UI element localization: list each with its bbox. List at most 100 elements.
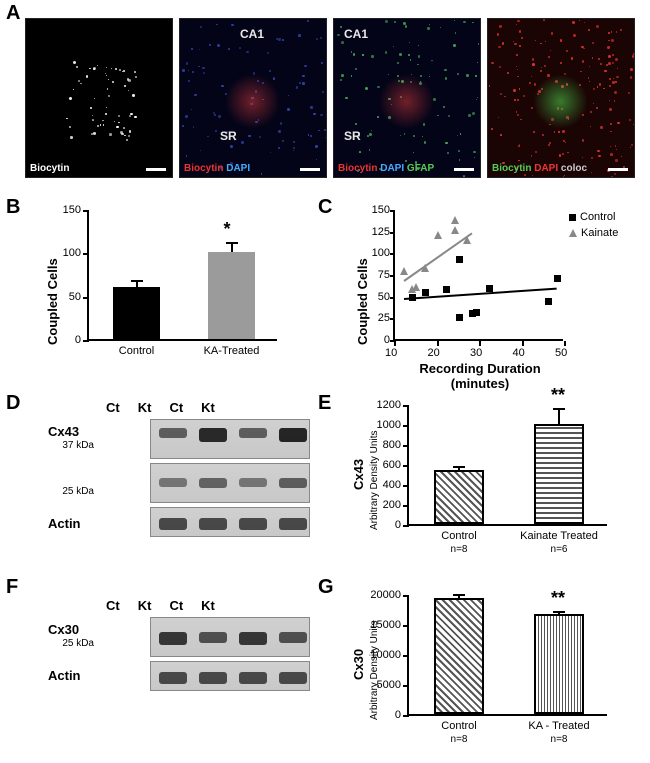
bar — [534, 424, 584, 524]
blot-band — [279, 672, 307, 684]
ytick-label: 15000 — [361, 619, 401, 631]
chart-e: Cx43 Arbitrary Density Units 02004006008… — [345, 400, 645, 570]
lane-label: Ct — [106, 598, 120, 613]
panel-label-e: E — [318, 392, 331, 415]
blot-band — [279, 428, 307, 442]
blot-band — [159, 672, 187, 684]
ytick-label: 1200 — [361, 399, 401, 411]
xtick-label: 10 — [385, 347, 397, 359]
error-bar — [231, 242, 233, 252]
ytick-label: 0 — [361, 519, 401, 531]
scale-bar — [454, 168, 474, 171]
ytick-label: 150 — [360, 204, 390, 216]
category-label: Control — [414, 530, 504, 542]
scatter-point-kainate — [400, 267, 408, 275]
panel-label-b: B — [6, 196, 20, 219]
legend-label: Control — [580, 211, 615, 223]
mw-label: 25 kDa — [50, 486, 94, 497]
bar — [208, 252, 256, 339]
chart-g-ylabel2: Arbitrary Density Units — [369, 621, 380, 720]
scatter-point-kainate — [451, 226, 459, 234]
blot-band — [239, 632, 267, 645]
panel-label-c: C — [318, 196, 332, 219]
legend-label: Kainate — [581, 227, 618, 239]
ytick-label: 800 — [361, 439, 401, 451]
gel-strip — [150, 661, 310, 691]
scatter-point-kainate — [434, 231, 442, 239]
category-label: Control — [92, 345, 182, 357]
xtick-label: 20 — [428, 347, 440, 359]
micro-image-1: CA1SRBiocytin/DAPI — [179, 18, 327, 178]
panel-label-a: A — [6, 2, 20, 25]
bar — [113, 287, 161, 339]
mw-label: 25 kDa — [50, 638, 94, 649]
chart-b: Coupled Cells 050100150Control*KA-Treate… — [35, 205, 305, 375]
chart-e-plot: 020040060080010001200Controln=8**Kainate… — [407, 406, 607, 526]
scale-bar — [146, 168, 166, 171]
stain-label: Biocytin/DAPI — [184, 163, 250, 174]
panel-f-blot: CtKtCtKtCx3025 kDaActin — [50, 598, 280, 691]
gel-strip — [150, 463, 310, 503]
blot-row-label: Cx43 — [48, 424, 79, 439]
scatter-point-control — [456, 256, 463, 263]
panel-label-d: D — [6, 392, 20, 415]
lane-label: Ct — [169, 400, 183, 415]
chart-c-plot: 02550751001251501020304050Recording Dura… — [393, 211, 563, 341]
ytick-label: 0 — [361, 709, 401, 721]
scatter-point-kainate — [451, 216, 459, 224]
gel-strip — [150, 419, 310, 459]
significance-mark: ** — [551, 385, 565, 406]
ytick-label: 20000 — [361, 589, 401, 601]
ytick-label: 1000 — [361, 419, 401, 431]
ytick-label: 0 — [360, 334, 390, 346]
bar — [434, 470, 484, 524]
region-label: SR — [220, 129, 237, 143]
scale-bar — [608, 168, 628, 171]
lane-header: CtKtCtKt — [106, 400, 280, 415]
panel-label-g: G — [318, 576, 334, 599]
scatter-point-control — [545, 298, 552, 305]
ytick-label: 100 — [360, 247, 390, 259]
blot-band — [279, 518, 307, 530]
ytick-label: 10000 — [361, 649, 401, 661]
xtick-label: 50 — [555, 347, 567, 359]
region-label: SR — [344, 129, 361, 143]
bar — [534, 614, 584, 714]
error-bar — [458, 594, 460, 598]
blot-band — [239, 478, 267, 487]
chart-c: Coupled Cells 02550751001251501020304050… — [345, 205, 645, 375]
n-label: n=8 — [439, 734, 479, 745]
lane-label: Kt — [201, 598, 215, 613]
scale-bar — [300, 168, 320, 171]
mw-label: 37 kDa — [50, 440, 94, 451]
blot-band — [279, 478, 307, 488]
ytick-label: 0 — [41, 334, 81, 346]
micro-image-0: Biocytin — [25, 18, 173, 178]
blot-band — [159, 428, 187, 438]
category-label: Kainate Treated — [514, 530, 604, 542]
blot-band — [199, 428, 227, 442]
blot-row-label: Actin — [48, 668, 81, 683]
ytick-label: 5000 — [361, 679, 401, 691]
lane-label: Ct — [106, 400, 120, 415]
micro-image-3: Biocytin/DAPI/coloc — [487, 18, 635, 178]
scatter-point-kainate — [412, 283, 420, 291]
ytick-label: 150 — [41, 204, 81, 216]
blot-band — [239, 428, 267, 438]
ytick-label: 25 — [360, 312, 390, 324]
category-label: KA-Treated — [187, 345, 277, 357]
blot-band — [199, 478, 227, 488]
stain-label: Biocytin/DAPI/GFAP — [338, 163, 434, 174]
blot-row-label: Actin — [48, 516, 81, 531]
blot-row-label: Cx30 — [48, 622, 79, 637]
ytick-label: 125 — [360, 226, 390, 238]
ytick-label: 400 — [361, 479, 401, 491]
blot-band — [199, 632, 227, 643]
chart-b-plot: 050100150Control*KA-Treated — [87, 211, 277, 341]
bar — [434, 598, 484, 714]
scatter-point-control — [456, 314, 463, 321]
region-label: CA1 — [344, 27, 368, 41]
panel-label-f: F — [6, 576, 18, 599]
legend-item: Control — [569, 211, 615, 223]
scatter-point-control — [554, 275, 561, 282]
